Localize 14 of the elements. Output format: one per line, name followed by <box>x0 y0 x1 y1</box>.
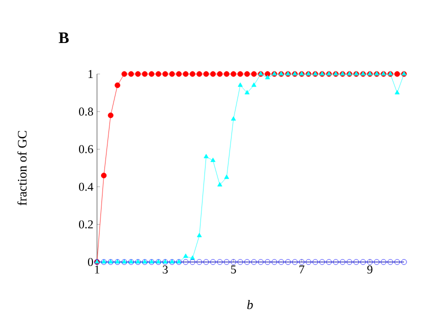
x-tick-label: 5 <box>231 266 236 274</box>
y-tick-label: 1 <box>88 70 93 78</box>
x-tick-label: 7 <box>299 266 304 274</box>
x-axis-title: b <box>247 300 253 310</box>
y-tick-label: 0.2 <box>78 220 93 228</box>
x-tick-label: 9 <box>367 266 372 274</box>
y-tick-label: 0.8 <box>78 108 94 116</box>
x-tick-label: 1 <box>95 266 100 274</box>
y-tick-label: 0.6 <box>78 145 94 154</box>
chart-title: B <box>58 32 69 44</box>
y-tick-label: 0.4 <box>78 182 94 191</box>
y-axis-title: fraction of GC <box>17 130 27 206</box>
y-tick-label: 0 <box>88 258 94 266</box>
x-tick-label: 3 <box>162 266 168 274</box>
